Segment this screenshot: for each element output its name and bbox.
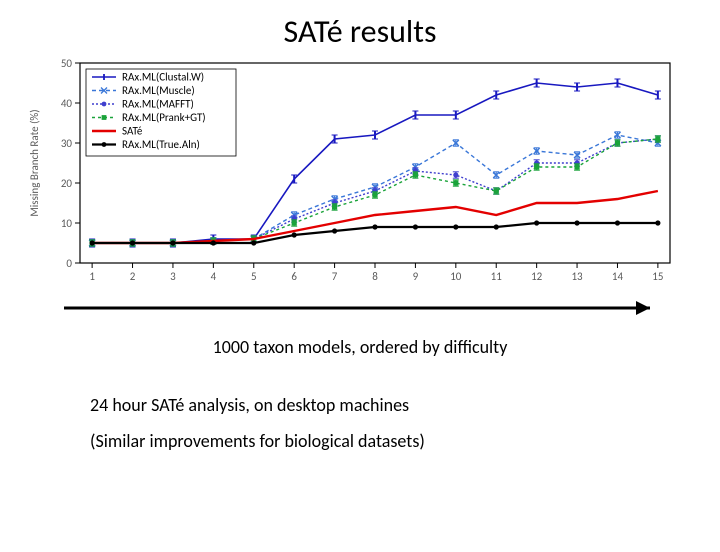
svg-text:RAx.ML(Muscle): RAx.ML(Muscle)	[122, 84, 195, 97]
line-chart: 01020304050123456789101112131415Missing …	[20, 55, 680, 293]
svg-text:RAx.ML(True.Aln): RAx.ML(True.Aln)	[122, 138, 200, 151]
svg-text:5: 5	[251, 270, 257, 283]
svg-text:3: 3	[170, 270, 176, 283]
chart-container: 01020304050123456789101112131415Missing …	[20, 55, 680, 293]
svg-text:SATé: SATé	[122, 125, 143, 138]
svg-text:Missing Branch Rate (%): Missing Branch Rate (%)	[28, 109, 41, 216]
svg-text:6: 6	[291, 270, 297, 283]
svg-text:50: 50	[61, 57, 73, 70]
svg-text:9: 9	[413, 270, 419, 283]
svg-text:14: 14	[612, 270, 624, 283]
svg-text:11: 11	[491, 270, 503, 283]
axis-caption: 1000 taxon models, ordered by difficulty	[0, 336, 720, 358]
svg-text:RAx.ML(Prank+GT): RAx.ML(Prank+GT)	[122, 111, 206, 124]
svg-text:RAx.ML(Clustal.W): RAx.ML(Clustal.W)	[122, 71, 204, 84]
svg-text:0: 0	[66, 257, 72, 270]
svg-text:7: 7	[332, 270, 338, 283]
svg-text:30: 30	[61, 137, 73, 150]
svg-text:12: 12	[531, 270, 543, 283]
svg-text:8: 8	[372, 270, 378, 283]
svg-text:20: 20	[61, 177, 73, 190]
svg-text:13: 13	[571, 270, 583, 283]
svg-text:RAx.ML(MAFFT): RAx.ML(MAFFT)	[122, 98, 194, 111]
svg-text:1: 1	[89, 270, 95, 283]
svg-text:2: 2	[130, 270, 136, 283]
svg-text:10: 10	[450, 270, 462, 283]
time-caption: 24 hour SATé analysis, on desktop machin…	[90, 394, 720, 416]
svg-text:10: 10	[61, 217, 73, 230]
svg-text:4: 4	[211, 270, 217, 283]
bio-caption: (Similar improvements for biological dat…	[90, 430, 720, 452]
svg-text:40: 40	[61, 97, 73, 110]
svg-text:15: 15	[652, 270, 663, 283]
page-title: SATé results	[0, 12, 720, 51]
axis-arrow	[60, 299, 670, 322]
